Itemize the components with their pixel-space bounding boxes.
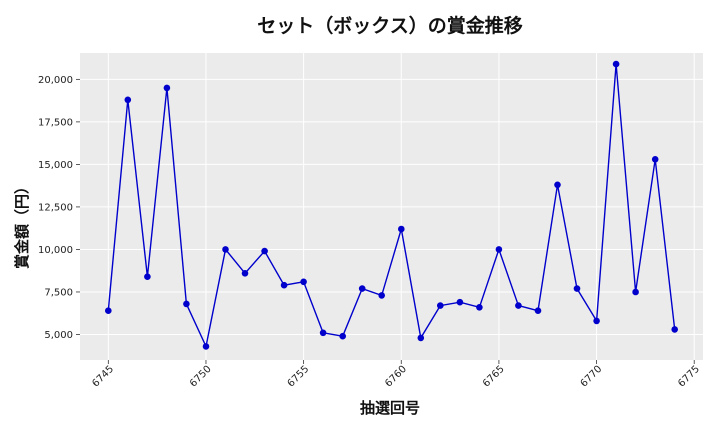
y-tick-label: 5,000 — [44, 330, 73, 341]
x-tick-label: 6745 — [90, 364, 116, 390]
data-point — [300, 278, 307, 286]
data-point — [437, 302, 444, 309]
data-point — [339, 332, 347, 340]
y-tick-label: 10,000 — [38, 245, 73, 256]
data-point — [163, 84, 171, 92]
data-point — [124, 96, 132, 104]
data-point — [222, 246, 229, 253]
y-axis-label: 賞金額（円） — [13, 179, 31, 269]
x-tick-label: 6770 — [579, 364, 605, 390]
data-point — [280, 281, 288, 289]
y-tick-label: 17,500 — [38, 117, 73, 128]
gridlines — [80, 53, 703, 360]
data-point — [632, 288, 639, 296]
data-point — [398, 225, 405, 233]
x-tick-label: 6765 — [481, 364, 507, 390]
y-tick-label: 7,500 — [44, 287, 73, 298]
data-point — [417, 334, 425, 342]
chart-title: セット（ボックス）の賞金推移 — [257, 14, 522, 37]
data-point — [515, 302, 522, 309]
data-point — [144, 273, 151, 281]
data-point — [241, 270, 249, 277]
x-tick-label: 6750 — [188, 364, 214, 390]
data-point — [358, 285, 366, 292]
x-tick-label: 6775 — [676, 364, 702, 390]
data-point — [612, 60, 620, 68]
data-point — [554, 181, 561, 189]
data-point — [456, 298, 464, 306]
data-point — [319, 329, 327, 337]
data-point — [534, 307, 542, 315]
data-point — [593, 317, 600, 325]
x-tick-label: 6755 — [286, 364, 312, 390]
data-point — [183, 300, 190, 308]
y-tick-label: 20,000 — [38, 75, 73, 86]
data-point — [651, 156, 659, 163]
data-point — [105, 307, 112, 315]
x-tick-label: 6760 — [383, 364, 409, 390]
data-point — [495, 246, 503, 253]
series-group — [105, 60, 678, 350]
data-point — [476, 304, 483, 311]
y-tick-label: 12,500 — [38, 202, 73, 213]
data-point — [671, 326, 678, 333]
series-line — [107, 64, 676, 349]
data-point — [261, 247, 268, 255]
data-point — [378, 292, 386, 299]
data-point — [202, 343, 210, 350]
x-axis-label: 抽選回号 — [360, 399, 420, 417]
data-point — [573, 285, 581, 292]
y-tick-label: 15,000 — [38, 160, 73, 171]
